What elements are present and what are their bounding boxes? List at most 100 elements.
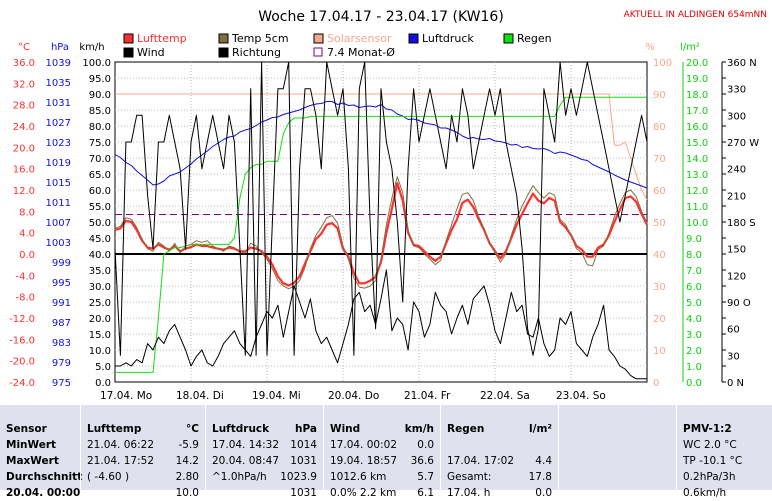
rain-tick-label: 10.0 <box>686 218 708 229</box>
pressure-tick-label: 979 <box>52 358 71 369</box>
temp-tick-label: -8.0 <box>15 293 35 304</box>
x-tick-label: 22.04. Sa <box>480 390 530 402</box>
x-tick-label: 23.04. So <box>556 390 606 402</box>
stats-col-luftdruck: Luftdruck hPa 17.04. 14:32 1014 20.04. 08:… <box>206 405 323 499</box>
stats-label-time: 20.04. 00:00 <box>6 487 81 499</box>
wind-tick-label: 80.0 <box>89 122 111 133</box>
temp-tick-label: -20.0 <box>9 357 35 368</box>
solar-tick-label: 60 <box>653 186 666 197</box>
wind-tick-label: 55.0 <box>89 202 111 213</box>
stats-header-pmv: PMV-1:2 <box>683 423 732 435</box>
stats-unit-regen: l/m² <box>529 423 552 435</box>
solar-tick-label: 20 <box>653 314 666 325</box>
direction-tick-label: 270 W <box>727 138 759 149</box>
wind-tick-label: 5.0 <box>95 362 111 373</box>
wind-tick-label: 60.0 <box>89 186 111 197</box>
pmv-wind: 0.6km/h <box>683 487 727 499</box>
solar-tick-label: 100 <box>653 58 672 69</box>
wind-tick-label: 15.0 <box>89 330 111 341</box>
temp-tick-label: 20.0 <box>13 143 35 154</box>
legend-swatch <box>313 47 323 57</box>
stats-col-wind: Wind km/h 17.04. 00:02 0.0 19.04. 18:57 36.… <box>324 405 440 499</box>
series-wind <box>115 269 647 380</box>
series-temp-5cm <box>114 176 648 290</box>
legend-label: Wind <box>137 46 165 59</box>
solar-tick-label: 90 <box>653 90 666 101</box>
wind-tick-label: 10.0 <box>89 346 111 357</box>
legend-swatch <box>408 33 419 44</box>
wind-avg-value: 5.7 <box>417 471 434 483</box>
rain-tick-label: 13.0 <box>686 170 708 181</box>
rain-tick-label: 7.0 <box>686 266 702 277</box>
temp-tick-label: -12.0 <box>9 314 35 325</box>
temp-tick-label: -24.0 <box>9 378 35 389</box>
wind-tick-label: 70.0 <box>89 154 111 165</box>
wind-tick-label: 40.0 <box>89 250 111 261</box>
pressure-tick-label: 987 <box>52 318 71 329</box>
legend-label: Regen <box>517 32 552 45</box>
stats-unit-wind: km/h <box>404 423 434 435</box>
station-note: AKTUELL IN ALDINGEN 654mNN <box>624 10 767 20</box>
wind-unit-label: km/h <box>79 42 104 53</box>
legend-label: Lufttemp <box>137 32 187 45</box>
regen-total-label: Gesamt: <box>447 471 492 483</box>
pressure-tick-label: 991 <box>52 298 71 309</box>
pressure-tick-label: 995 <box>52 278 71 289</box>
lufttemp-avg-note: ( -4.60 ) <box>87 471 130 483</box>
pressure-tick-label: 1019 <box>46 158 71 169</box>
pressure-tick-label: 1007 <box>46 218 71 229</box>
direction-tick-label: 30 <box>727 351 740 362</box>
regen-cur-note: 17.04. h <box>447 487 491 499</box>
stats-label-avg: Durchschnitt <box>6 471 83 483</box>
solar-tick-label: 30 <box>653 282 666 293</box>
wind-tick-label: 75.0 <box>89 138 111 149</box>
rain-tick-label: 6.0 <box>686 282 702 293</box>
weather-chart: Woche 17.04.17 - 23.04.17 (KW16) AKTUELL… <box>9 9 767 402</box>
rain-tick-label: 17.0 <box>686 106 708 117</box>
legend-swatch <box>503 33 514 44</box>
rain-tick-label: 14.0 <box>686 154 708 165</box>
wind-min-value: 0.0 <box>417 439 434 451</box>
pressure-tick-label: 1023 <box>46 138 71 149</box>
wind-tick-label: 20.0 <box>89 314 111 325</box>
lufttemp-avg-value: 2.80 <box>175 471 199 483</box>
stats-header-wind: Wind <box>330 423 361 435</box>
x-tick-label: 20.04. Do <box>328 390 379 402</box>
wind-tick-label: 45.0 <box>89 234 111 245</box>
legend-swatch <box>313 33 324 44</box>
wind-tick-label: 30.0 <box>89 282 111 293</box>
rain-tick-label: 1.0 <box>686 362 702 373</box>
temp-tick-label: 24.0 <box>13 122 35 133</box>
luftdruck-max-value: 1031 <box>290 455 317 467</box>
legend-entry: Luftdruck <box>408 32 474 45</box>
pmv-dewpoint: TP -10.1 °C <box>683 455 743 467</box>
rain-tick-label: 0.0 <box>686 378 702 389</box>
rain-tick-label: 9.0 <box>686 234 702 245</box>
wind-tick-label: 50.0 <box>89 218 111 229</box>
regen-max-value: 4.4 <box>535 455 552 467</box>
wind-max-time: 19.04. 18:57 <box>330 455 397 467</box>
rain-tick-label: 15.0 <box>686 138 708 149</box>
rain-tick-label: 5.0 <box>686 298 702 309</box>
stats-col-sensor: Sensor MinWert MaxWert Durchschnitt 20.0… <box>0 405 83 499</box>
rain-unit-label: l/m² <box>680 42 700 53</box>
stats-header-luftdruck: Luftdruck <box>212 423 270 435</box>
pressure-tick-label: 1015 <box>46 178 71 189</box>
wind-tick-label: 95.0 <box>89 74 111 85</box>
lufttemp-max-value: 14.2 <box>175 455 199 467</box>
legend-entry: 7.4 Monat-Ø <box>313 46 395 59</box>
direction-tick-label: 360 N <box>727 58 757 69</box>
wind-tick-label: 25.0 <box>89 298 111 309</box>
lufttemp-min-time: 21.04. 06:22 <box>87 439 154 451</box>
wind-tick-label: 85.0 <box>89 106 111 117</box>
chart-legend: Lufttemp Temp 5cm Solarsensor Luftdruck Rege… <box>123 32 552 59</box>
plot-grid <box>114 61 648 383</box>
direction-tick-label: 60 <box>727 325 740 336</box>
wind-tick-label: 65.0 <box>89 170 111 181</box>
stats-header-regen: Regen <box>447 423 485 435</box>
luftdruck-max-time: 20.04. 08:47 <box>212 455 279 467</box>
legend-label: Solarsensor <box>327 32 392 45</box>
legend-entry: Lufttemp <box>123 32 187 45</box>
chart-title: Woche 17.04.17 - 23.04.17 (KW16) <box>258 9 504 25</box>
wind-tick-label: 90.0 <box>89 90 111 101</box>
